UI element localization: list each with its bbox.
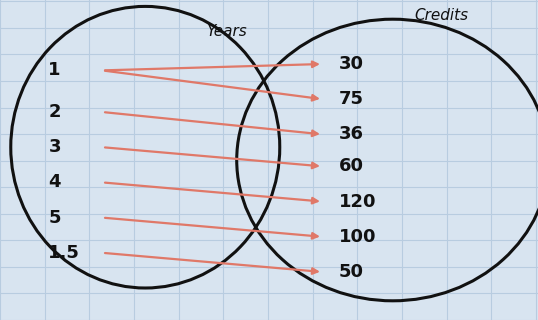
Text: 36: 36	[339, 125, 364, 143]
Text: Credits: Credits	[414, 9, 468, 23]
Text: 1.5: 1.5	[48, 244, 80, 262]
Text: 1: 1	[48, 61, 61, 79]
Text: Years: Years	[206, 25, 246, 39]
Text: 30: 30	[339, 55, 364, 73]
Text: 5: 5	[48, 209, 61, 227]
Text: 2: 2	[48, 103, 61, 121]
Text: 60: 60	[339, 157, 364, 175]
Text: 100: 100	[339, 228, 377, 246]
Text: 75: 75	[339, 90, 364, 108]
Text: 3: 3	[48, 138, 61, 156]
Text: 120: 120	[339, 193, 377, 211]
Text: 4: 4	[48, 173, 61, 191]
Text: 50: 50	[339, 263, 364, 281]
